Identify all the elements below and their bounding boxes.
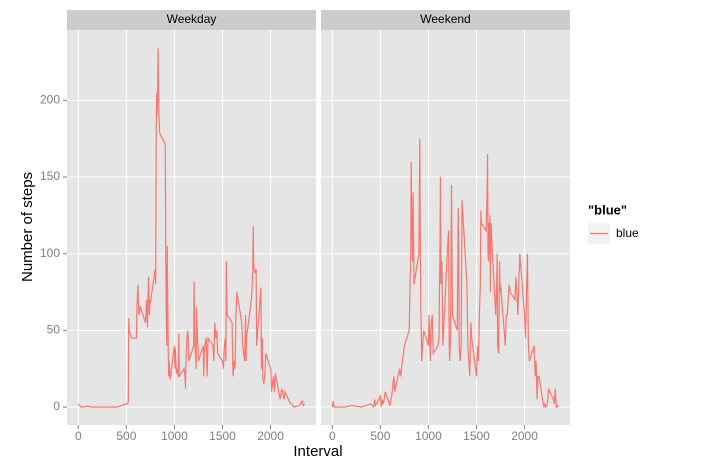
x-axis-title: Interval: [293, 443, 342, 460]
x-tick-label: 1000: [415, 429, 442, 443]
y-tick-label: 150: [40, 169, 60, 183]
panel-background: [67, 30, 316, 425]
data-line: [331, 138, 560, 409]
strip: [321, 10, 570, 30]
x-tick-label: 500: [116, 429, 136, 443]
y-tick-label: 50: [47, 323, 61, 337]
y-tick-label: 100: [40, 246, 60, 260]
x-tick-label: 500: [370, 429, 390, 443]
panel-background: [321, 30, 570, 425]
legend-title: "blue": [588, 202, 627, 217]
strip-label: Weekday: [167, 12, 217, 26]
x-tick-label: 0: [75, 429, 82, 443]
strip: [67, 10, 316, 30]
x-tick-label: 2000: [257, 429, 284, 443]
x-tick-label: 1500: [463, 429, 490, 443]
legend-label: blue: [616, 226, 639, 240]
x-tick-label: 1500: [209, 429, 236, 443]
y-axis-title: Number of steps: [19, 172, 36, 282]
y-tick-label: 0: [53, 399, 60, 413]
x-tick-label: 2000: [511, 429, 538, 443]
strip-label: Weekend: [420, 12, 470, 26]
x-tick-label: 0: [329, 429, 336, 443]
data-line: [77, 48, 306, 408]
x-tick-label: 1000: [161, 429, 188, 443]
y-tick-label: 200: [40, 93, 60, 107]
